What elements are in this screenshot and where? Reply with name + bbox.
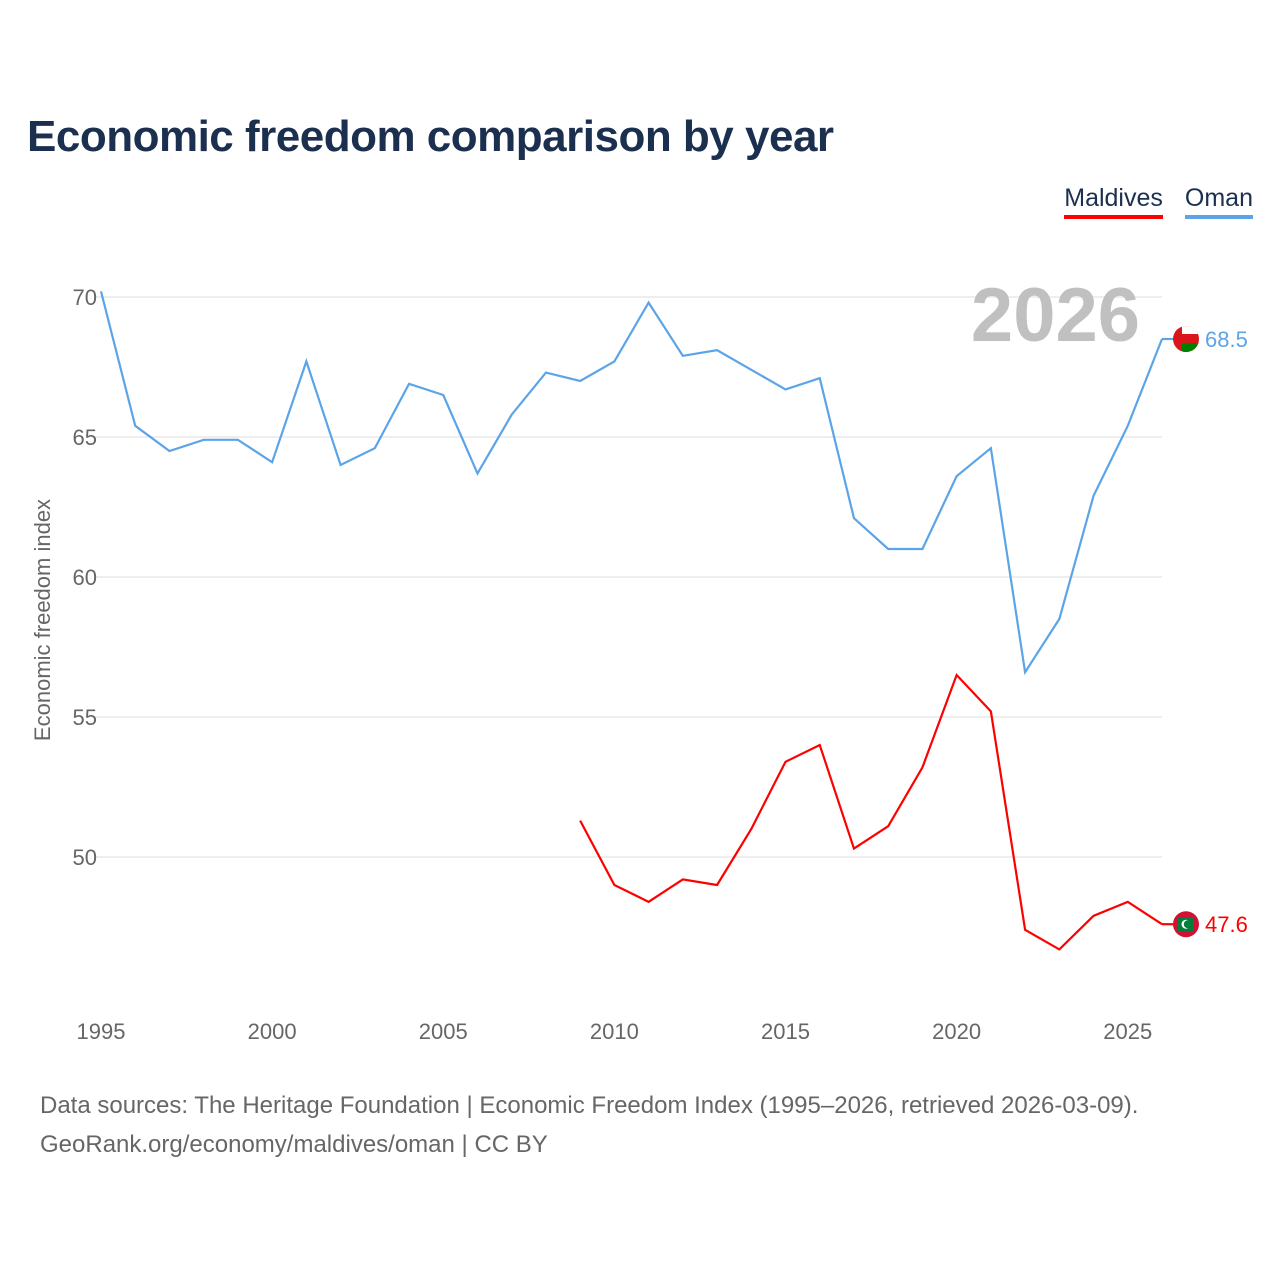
data-point [715,348,719,352]
end-value-label-maldives: 47.6 [1205,912,1248,937]
data-point [681,877,685,881]
legend-item-maldives[interactable]: Maldives [1064,184,1163,219]
data-point [578,379,582,383]
data-point [167,449,171,453]
y-tick-label: 70 [73,285,97,310]
data-point [715,883,719,887]
end-value-label-oman: 68.5 [1205,327,1248,352]
data-point [749,827,753,831]
data-point [647,900,651,904]
data-point [475,471,479,475]
data-point [441,393,445,397]
x-tick-label: 2010 [590,1019,639,1044]
x-tick-label: 2020 [932,1019,981,1044]
data-point [920,547,924,551]
data-point [852,516,856,520]
data-point [544,371,548,375]
data-point [578,819,582,823]
x-tick-label: 2015 [761,1019,810,1044]
data-point [749,368,753,372]
y-tick-label: 60 [73,565,97,590]
data-point [647,301,651,305]
data-point [612,359,616,363]
oman-flag-icon [1173,326,1199,352]
data-point [373,446,377,450]
data-point [818,376,822,380]
data-point [1023,670,1027,674]
data-point [852,847,856,851]
data-point [510,413,514,417]
data-point [236,438,240,442]
data-point [784,387,788,391]
x-tick-label: 2005 [419,1019,468,1044]
data-point [99,289,103,293]
data-point [202,438,206,442]
data-point [612,883,616,887]
y-tick-label: 55 [73,705,97,730]
data-point [1126,424,1130,428]
data-point [920,765,924,769]
legend: Maldives Oman [1064,184,1253,219]
data-source-note: Data sources: The Heritage Foundation | … [40,1092,1139,1119]
data-point [1057,947,1061,951]
data-point [989,446,993,450]
data-point [1126,900,1130,904]
maldives-flag-icon [1173,911,1199,938]
data-point [133,424,137,428]
data-point [1023,928,1027,932]
data-point [270,460,274,464]
y-tick-label: 50 [73,845,97,870]
data-point [886,824,890,828]
year-watermark: 2026 [971,273,1140,358]
data-point [818,743,822,747]
data-point [304,359,308,363]
data-point [1092,914,1096,918]
chart-title: Economic freedom comparison by year [27,112,834,161]
data-point [681,354,685,358]
x-tick-label: 1995 [77,1019,126,1044]
series-line-oman [99,291,1164,676]
data-point [989,709,993,713]
data-point [1057,617,1061,621]
data-point [955,474,959,478]
data-point [339,463,343,467]
source-link[interactable]: GeoRank.org/economy/maldives/oman | CC B… [40,1131,548,1158]
series-line-maldives [579,672,1163,951]
y-tick-label: 65 [73,425,97,450]
data-point [886,547,890,551]
footer: Data sources: The Heritage Foundation | … [40,1086,1138,1164]
data-point [784,760,788,764]
data-point [955,673,959,677]
legend-item-oman[interactable]: Oman [1184,184,1253,219]
x-tick-label: 2025 [1103,1019,1152,1044]
data-point [407,382,411,386]
x-tick-label: 2000 [248,1019,297,1044]
y-axis-label: Economic freedom index [30,499,55,741]
data-point [1092,494,1096,498]
